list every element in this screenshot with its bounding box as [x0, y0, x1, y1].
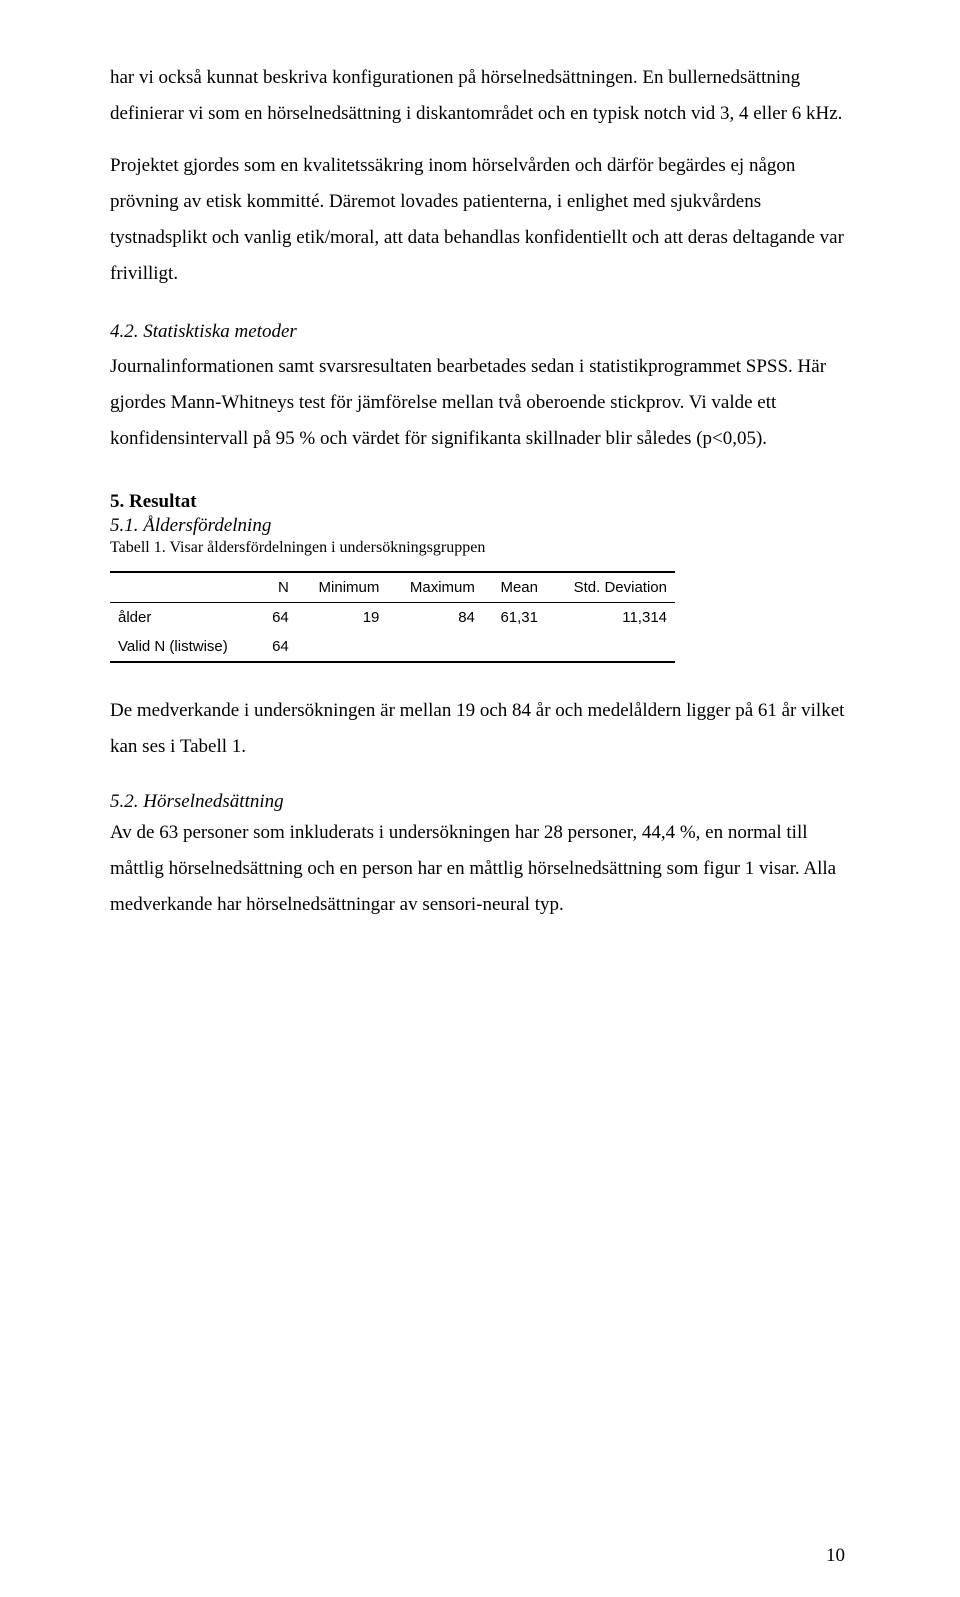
heading-5: 5. Resultat	[110, 491, 850, 513]
body-paragraph-3: Journalinformationen samt svarsresultate…	[110, 349, 850, 457]
cell-n: 64	[258, 602, 297, 632]
body-paragraph-4: De medverkande i undersökningen är mella…	[110, 693, 850, 765]
body-paragraph-5: Av de 63 personer som inkluderats i unde…	[110, 815, 850, 923]
heading-5-1: 5.1. Åldersfördelning	[110, 515, 850, 537]
table-age-distribution: N Minimum Maximum Mean Std. Deviation ål…	[110, 571, 675, 663]
cell-label: ålder	[110, 602, 258, 632]
cell-label: Valid N (listwise)	[110, 632, 258, 662]
col-n: N	[258, 572, 297, 603]
cell-mean	[483, 632, 546, 662]
page-number: 10	[826, 1545, 845, 1567]
table-header-row: N Minimum Maximum Mean Std. Deviation	[110, 572, 675, 603]
col-max: Maximum	[387, 572, 483, 603]
body-paragraph-1: har vi också kunnat beskriva konfigurati…	[110, 60, 850, 132]
cell-std: 11,314	[546, 602, 675, 632]
table-row: ålder 64 19 84 61,31 11,314	[110, 602, 675, 632]
col-std: Std. Deviation	[546, 572, 675, 603]
cell-max: 84	[387, 602, 483, 632]
col-mean: Mean	[483, 572, 546, 603]
table-row: Valid N (listwise) 64	[110, 632, 675, 662]
col-blank	[110, 572, 258, 603]
cell-std	[546, 632, 675, 662]
heading-5-2: 5.2. Hörselnedsättning	[110, 791, 850, 813]
cell-min	[297, 632, 388, 662]
cell-min: 19	[297, 602, 388, 632]
heading-4-2: 4.2. Statisktiska metoder	[110, 321, 850, 343]
table-1-caption: Tabell 1. Visar åldersfördelningen i und…	[110, 539, 850, 557]
document-page: har vi också kunnat beskriva konfigurati…	[0, 0, 960, 1597]
body-paragraph-2: Projektet gjordes som en kvalitetssäkrin…	[110, 148, 850, 292]
cell-mean: 61,31	[483, 602, 546, 632]
cell-n: 64	[258, 632, 297, 662]
cell-max	[387, 632, 483, 662]
col-min: Minimum	[297, 572, 388, 603]
